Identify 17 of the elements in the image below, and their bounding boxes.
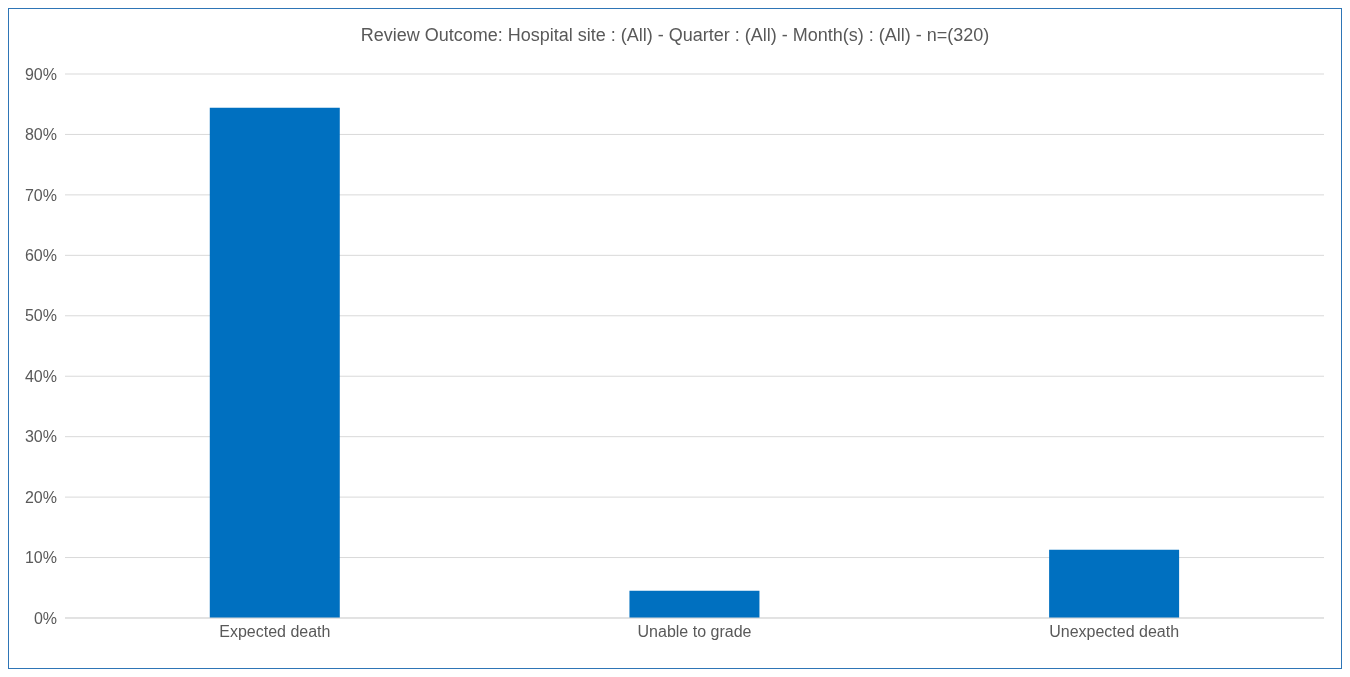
y-tick-label: 0% — [33, 609, 57, 627]
y-tick-label: 60% — [24, 247, 57, 265]
y-tick-label: 30% — [24, 428, 57, 446]
y-tick-label: 20% — [24, 488, 57, 506]
x-tick-label: Expected death — [219, 623, 331, 641]
y-tick-label: 70% — [24, 186, 57, 204]
bar — [629, 590, 760, 618]
bar — [1049, 549, 1180, 618]
y-tick-label: 10% — [24, 549, 57, 567]
y-tick-label: 40% — [24, 367, 57, 385]
x-tick-label: Unable to grade — [637, 623, 752, 641]
y-tick-label: 90% — [24, 65, 57, 83]
bar — [209, 107, 340, 618]
y-tick-label: 80% — [24, 126, 57, 144]
chart-title: Review Outcome: Hospital site : (All) - Quarter : (All) - Month(s) : (All) - n=(320) — [359, 25, 991, 46]
y-tick-label: 50% — [24, 307, 57, 325]
x-tick-label: Unexpected death — [1049, 623, 1180, 641]
